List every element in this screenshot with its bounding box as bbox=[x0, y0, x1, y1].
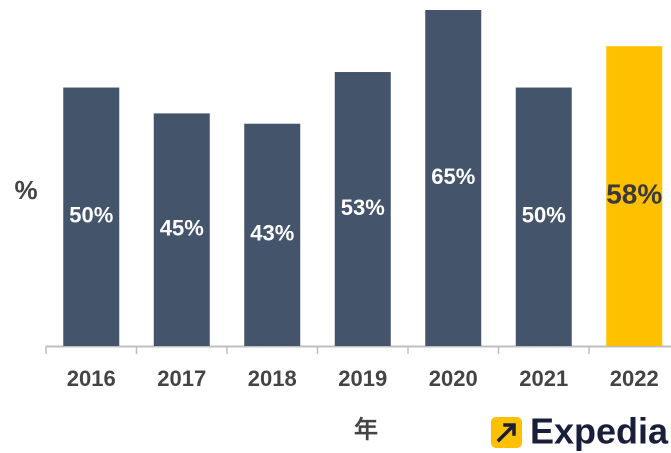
x-tick-label: 2018 bbox=[248, 366, 297, 391]
x-tick-label: 2016 bbox=[67, 366, 116, 391]
bar bbox=[63, 87, 120, 347]
bar bbox=[515, 87, 572, 347]
bar bbox=[606, 46, 663, 346]
logo-text: Expedia bbox=[530, 411, 669, 452]
value-label: 50% bbox=[69, 203, 113, 228]
value-label: 50% bbox=[522, 203, 566, 228]
bar bbox=[244, 123, 301, 346]
bar bbox=[425, 10, 482, 346]
x-tick-label: 2017 bbox=[157, 366, 206, 391]
value-label: 45% bbox=[160, 216, 204, 241]
value-label: 43% bbox=[250, 221, 294, 246]
logo-arrow bbox=[496, 423, 516, 443]
value-label: 65% bbox=[431, 164, 475, 189]
x-tick-label: 2020 bbox=[429, 366, 478, 391]
x-tick-label: 2019 bbox=[338, 366, 387, 391]
x-tick-label: 2022 bbox=[610, 366, 659, 391]
y-axis-label: % bbox=[14, 175, 37, 205]
bar bbox=[153, 113, 210, 346]
logo: Expedia bbox=[491, 411, 669, 452]
bar bbox=[334, 72, 391, 347]
value-label: 53% bbox=[341, 195, 385, 220]
x-axis-label: 年 bbox=[354, 415, 378, 443]
x-tick-label: 2021 bbox=[519, 366, 568, 391]
value-label: 58% bbox=[606, 178, 662, 209]
